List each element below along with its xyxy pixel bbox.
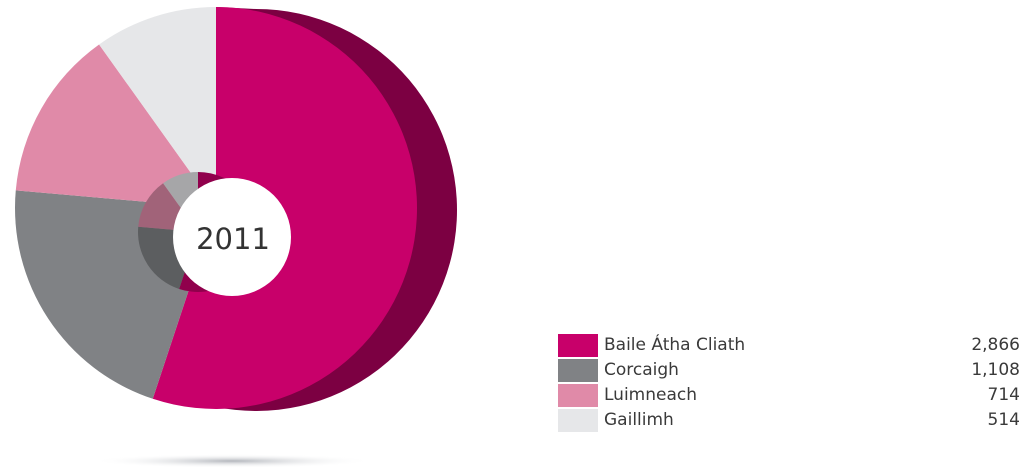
legend-swatch [558,383,598,407]
legend-label: Luimneach [604,385,698,405]
chart-legend: Baile Átha Cliath 2,866 Corcaigh 1,108 L… [558,333,1020,433]
legend-item-luimneach: Luimneach 714 [558,383,1020,407]
legend-item-corcaigh: Corcaigh 1,108 [558,358,1020,382]
pie-slice-4 [99,7,216,208]
legend-label: Corcaigh [604,360,679,380]
legend-swatch [558,333,598,357]
legend-item-gaillimh: Gaillimh 514 [558,408,1020,432]
legend-swatch [558,358,598,382]
pie-slice-3 [15,44,216,209]
center-year-label: 2011 [196,222,270,256]
legend-swatch [558,408,598,432]
legend-value: 2,866 [971,335,1020,355]
donut-hole-layer [138,172,291,296]
legend-label: Gaillimh [604,410,674,430]
pie-slice-1 [152,7,418,410]
legend-label: Baile Átha Cliath [604,335,746,355]
legend-value: 1,108 [971,360,1020,380]
donut-hole [173,178,291,296]
chart-floor-shadow [92,454,372,468]
legend-item-baile-atha-cliath: Baile Átha Cliath 2,866 [558,333,1020,357]
donut-slices-layer [14,7,418,410]
legend-value: 714 [987,385,1020,405]
legend-value: 514 [987,410,1020,430]
